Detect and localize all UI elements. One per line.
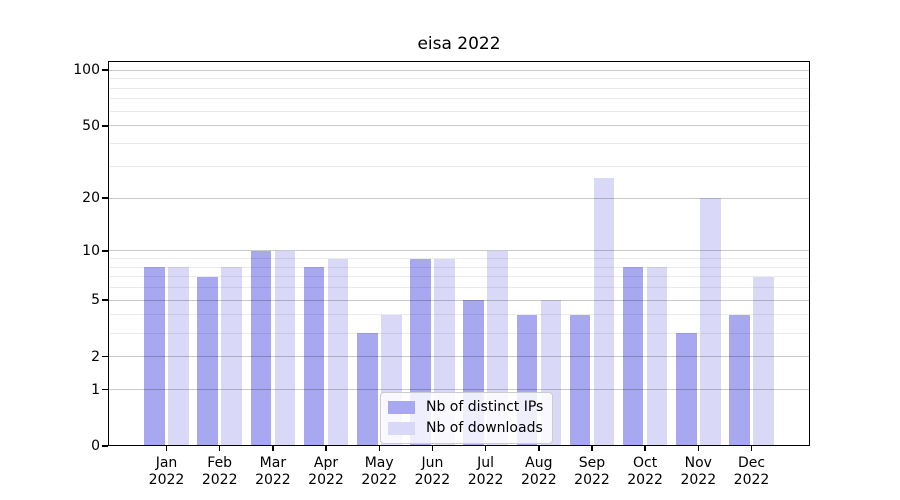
x-tick-mark	[272, 446, 274, 451]
x-tick-mark	[325, 446, 327, 451]
gridline	[108, 356, 810, 357]
plot-area	[108, 61, 810, 446]
x-tick-label: Dec 2022	[733, 455, 770, 488]
x-tick-mark	[538, 446, 540, 451]
legend-swatch-distinct-ips	[388, 400, 415, 414]
x-tick-mark	[697, 446, 700, 451]
bar-downloads	[700, 198, 721, 446]
legend-item-distinct-ips: Nb of distinct IPs	[388, 398, 543, 416]
bar-downloads	[593, 177, 615, 446]
gridline	[108, 389, 810, 390]
y-tick-label: 50	[82, 117, 100, 134]
x-tick-label: Sep 2022	[574, 455, 610, 488]
bar-distinct-ips	[250, 250, 272, 446]
x-tick-mark	[484, 446, 487, 451]
bar-distinct-ips	[144, 267, 165, 446]
gridlines-layer	[108, 61, 810, 446]
gridline	[108, 143, 810, 145]
x-tick-mark	[591, 446, 593, 451]
bar-downloads	[646, 267, 668, 446]
x-tick-label: Jun 2022	[414, 455, 451, 488]
gridline	[108, 332, 810, 334]
bar-distinct-ips	[729, 314, 750, 446]
gridline	[108, 110, 810, 112]
x-tick-mark	[750, 446, 753, 451]
x-tick-label: Jul 2022	[467, 455, 504, 488]
legend-item-downloads: Nb of downloads	[388, 419, 543, 437]
legend: Nb of distinct IPs Nb of downloads	[380, 392, 554, 444]
legend-swatch-downloads	[388, 421, 415, 435]
x-tick-label: Aug 2022	[520, 455, 557, 488]
bar-distinct-ips	[197, 276, 218, 446]
x-tick-label: May 2022	[361, 455, 397, 488]
gridline	[108, 314, 810, 316]
gridline	[108, 287, 810, 288]
gridline	[108, 125, 810, 127]
bar-distinct-ips	[303, 267, 325, 446]
bar-distinct-ips	[569, 314, 591, 446]
bar-downloads	[753, 276, 774, 446]
x-tick-label: Apr 2022	[308, 455, 344, 488]
bar-distinct-ips	[676, 333, 697, 446]
gridline	[108, 69, 810, 71]
x-tick-mark	[644, 446, 646, 451]
bar-downloads	[168, 267, 189, 446]
gridline	[108, 266, 810, 268]
y-tick-label: 100	[73, 62, 100, 79]
x-tick-mark	[378, 446, 380, 451]
gridline	[108, 197, 810, 199]
y-tick-label: 1	[91, 381, 100, 398]
bar-downloads	[274, 250, 296, 446]
gridline	[108, 250, 810, 252]
y-tick-label: 5	[91, 292, 100, 309]
legend-label: Nb of downloads	[426, 420, 543, 436]
gridline	[108, 276, 810, 278]
gridline	[108, 87, 810, 89]
x-tick-label: Oct 2022	[627, 455, 663, 488]
bar-downloads	[327, 258, 349, 446]
legend-label: Nb of distinct IPs	[426, 399, 544, 415]
x-tick-mark	[218, 446, 221, 451]
gridline	[108, 299, 810, 301]
plot-frame	[108, 61, 810, 446]
x-tick-label: Mar 2022	[255, 455, 291, 488]
gridline	[108, 165, 810, 167]
x-tick-label: Nov 2022	[680, 455, 717, 488]
bar-distinct-ips	[622, 267, 644, 446]
y-tick-label: 10	[82, 242, 100, 259]
x-tick-label: Jan 2022	[148, 455, 185, 488]
x-tick-mark	[431, 446, 434, 451]
bar-downloads	[221, 267, 242, 446]
gridline	[108, 258, 810, 259]
y-tick-label: 0	[91, 438, 100, 454]
x-tick-mark	[165, 446, 168, 451]
y-tick-label: 2	[91, 348, 100, 365]
bar-distinct-ips	[357, 333, 378, 446]
gridline	[108, 78, 810, 80]
x-tick-label: Feb 2022	[201, 455, 238, 488]
y-tick-label: 20	[82, 190, 100, 207]
gridline	[108, 98, 810, 100]
chart-title: eisa 2022	[417, 34, 501, 54]
